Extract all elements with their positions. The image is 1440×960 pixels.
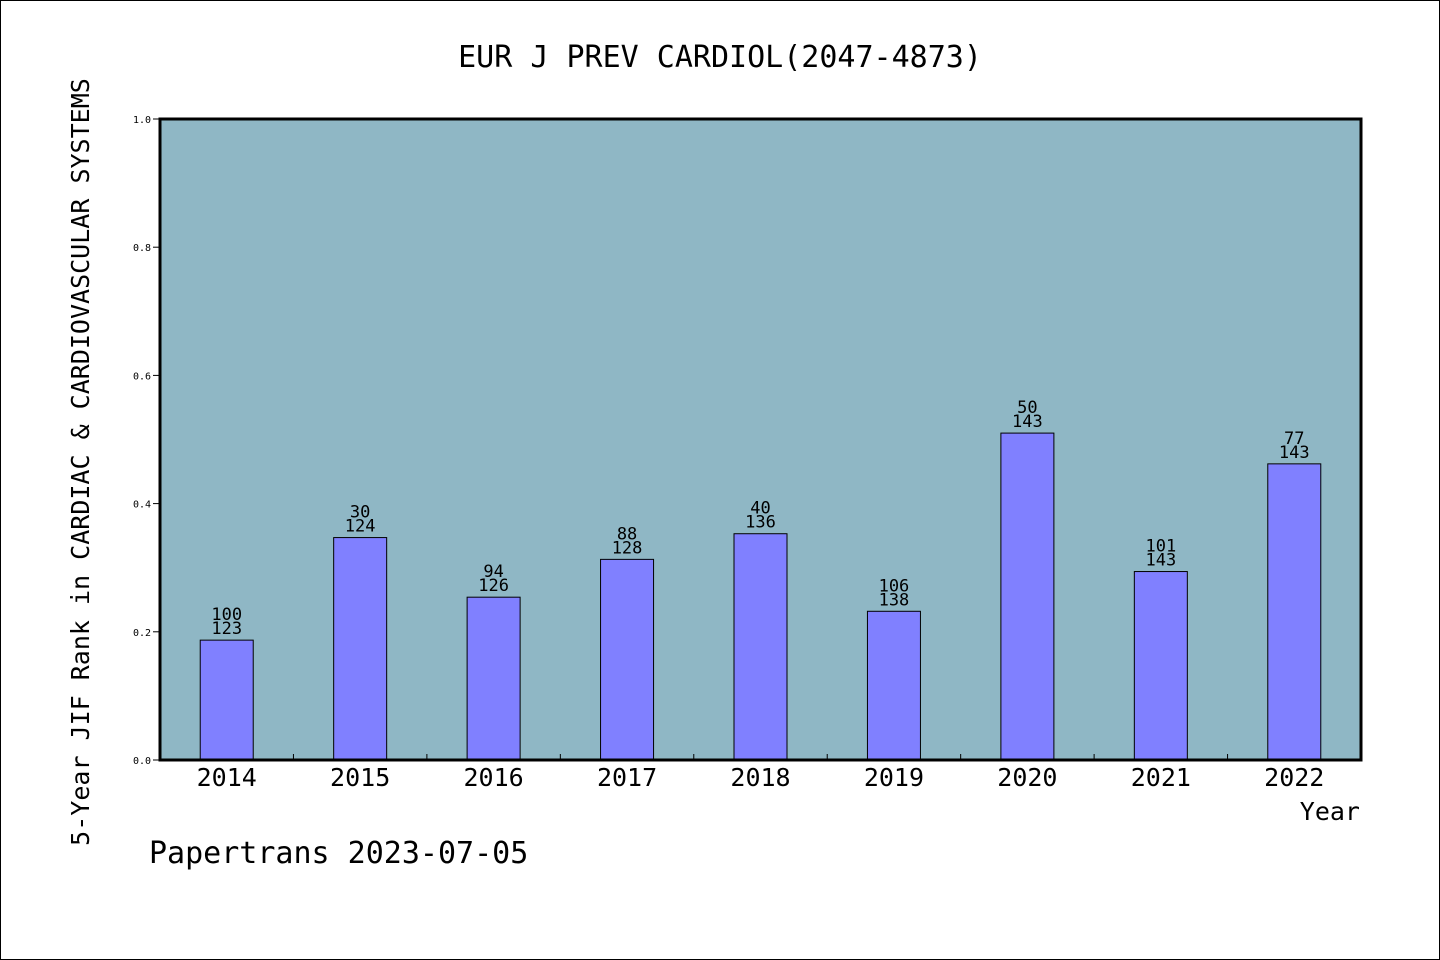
bar-total-label: 143 <box>1279 443 1310 463</box>
y-tick-label: 0.6 <box>133 371 151 382</box>
credit-text: Papertrans 2023-07-05 <box>149 836 528 871</box>
x-tick-label: 2022 <box>1264 763 1324 792</box>
y-tick-label: 0.2 <box>133 628 151 639</box>
x-tick-label: 2019 <box>864 763 924 792</box>
y-tick-label: 0.4 <box>133 500 151 511</box>
bar-total-label: 138 <box>879 590 910 610</box>
bar-total-label: 136 <box>745 513 776 533</box>
bar-rank-label: 88 <box>617 524 637 544</box>
x-tick-label: 2021 <box>1131 763 1191 792</box>
bar <box>1000 432 1055 761</box>
y-axis-ticks: 0.0 0.2 0.4 0.6 0.8 1.0 <box>133 115 160 767</box>
bar-rank-label: 101 <box>1145 537 1176 557</box>
x-axis-ticks: 2014 2015 2016 2017 2018 2019 2020 2021 2022 <box>197 754 1324 792</box>
x-tick-label: 2018 <box>730 763 790 792</box>
bar-rank-label: 94 <box>483 562 503 582</box>
bar-total-label: 124 <box>345 517 376 537</box>
y-tick-label: 0.0 <box>133 756 151 767</box>
bar-total-label: 143 <box>1145 551 1176 571</box>
bar-total-label: 123 <box>211 619 242 639</box>
bar-total-label: 143 <box>1012 412 1043 432</box>
x-tick-label: 2017 <box>597 763 657 792</box>
x-tick-label: 2015 <box>330 763 390 792</box>
x-axis-label: Year <box>1300 797 1360 826</box>
bar-rank-label: 77 <box>1284 429 1304 449</box>
x-tick-label: 2020 <box>997 763 1057 792</box>
bar-rank-label: 40 <box>750 499 770 519</box>
y-tick-label: 1.0 <box>133 115 151 126</box>
bar-total-label: 126 <box>478 576 509 596</box>
bar <box>866 610 921 761</box>
bar <box>733 533 788 761</box>
plot-border <box>158 117 1363 762</box>
bar-total-label: 128 <box>612 538 643 558</box>
bar-rank-label: 30 <box>350 503 370 523</box>
y-tick-label: 0.8 <box>133 243 151 254</box>
bar-rank-label: 106 <box>879 576 910 596</box>
bar-rank-label: 50 <box>1017 398 1037 418</box>
bar <box>466 596 521 761</box>
bar-rank-label: 100 <box>211 605 242 625</box>
x-tick-label: 2016 <box>464 763 524 792</box>
bar <box>199 639 254 761</box>
bar <box>600 558 655 761</box>
x-tick-label: 2014 <box>197 763 257 792</box>
bar <box>1133 571 1188 761</box>
bars: 1001233012494126881284013610613850143101… <box>199 398 1322 761</box>
chart-title: EUR J PREV CARDIOL(2047-4873) <box>458 40 982 75</box>
bar <box>1267 463 1322 761</box>
y-axis-label: 5-Year JIF Rank in CARDIAC & CARDIOVASCU… <box>66 78 95 846</box>
bar <box>333 537 388 761</box>
